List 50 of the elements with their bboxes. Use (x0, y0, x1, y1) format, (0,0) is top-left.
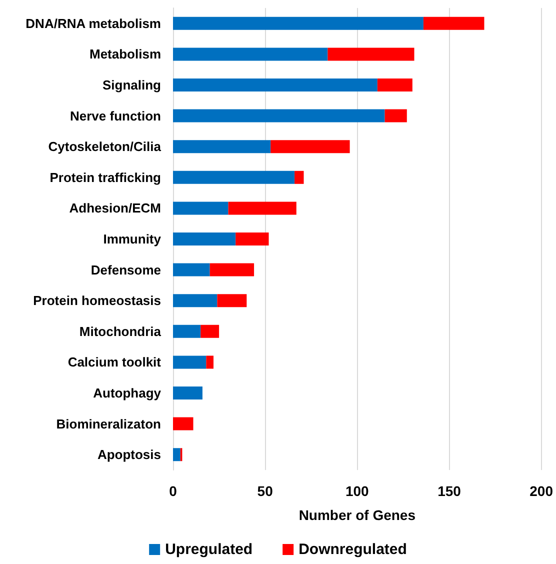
bar (173, 170, 295, 184)
x-axis-title: Number of Genes (298, 507, 416, 523)
bar (173, 140, 271, 154)
y-tick-label: Metabolism (89, 46, 161, 62)
x-tick-label: 0 (169, 483, 178, 499)
bar (206, 356, 214, 369)
bar (236, 232, 269, 246)
bar (173, 78, 378, 92)
bar (210, 263, 254, 276)
y-tick-label: Adhesion/ECM (69, 200, 161, 216)
bar (173, 263, 210, 276)
bar (173, 417, 194, 430)
y-tick-label: Nerve function (70, 108, 162, 124)
y-tick-label: Autophagy (93, 386, 162, 400)
y-tick-label: Signaling (102, 78, 162, 92)
bar (173, 16, 424, 30)
y-tick-label: Defensome (90, 262, 161, 278)
bar (173, 294, 218, 308)
bar (270, 140, 350, 154)
x-tick-label: 150 (438, 483, 462, 499)
y-tick-label: DNA/RNA metabolism (26, 16, 161, 31)
bar (173, 386, 202, 400)
bar (173, 109, 385, 122)
bar (173, 202, 228, 215)
y-tick-label: Cytoskeleton/Cilia (48, 139, 162, 154)
y-tick-label: Immunity (103, 232, 162, 246)
y-tick-label: Calcium toolkit (68, 354, 162, 370)
x-tick-label: 200 (530, 483, 554, 499)
y-tick-label: Biomineralizaton (56, 416, 162, 432)
bar (173, 356, 206, 369)
bar (423, 16, 484, 30)
y-tick-label: Protein trafficking (50, 170, 162, 185)
bar (228, 202, 296, 215)
bar (294, 170, 304, 184)
bar (328, 48, 414, 61)
bar (200, 324, 220, 338)
bar (173, 448, 180, 462)
y-tick-label: Apoptosis (97, 447, 161, 462)
x-tick-label: 100 (345, 483, 370, 499)
legend-label: Upregulated (165, 541, 253, 558)
legend-label: Downregulated (298, 541, 407, 558)
bar (173, 48, 328, 61)
bar (217, 294, 247, 308)
y-tick-label: Mitochondria (79, 324, 162, 339)
bar (173, 232, 236, 246)
x-tick-label: 50 (257, 483, 274, 499)
bar (384, 109, 407, 122)
y-tick-label: Protein homeostasis (33, 293, 161, 308)
bar (377, 78, 412, 92)
bar (173, 324, 201, 338)
